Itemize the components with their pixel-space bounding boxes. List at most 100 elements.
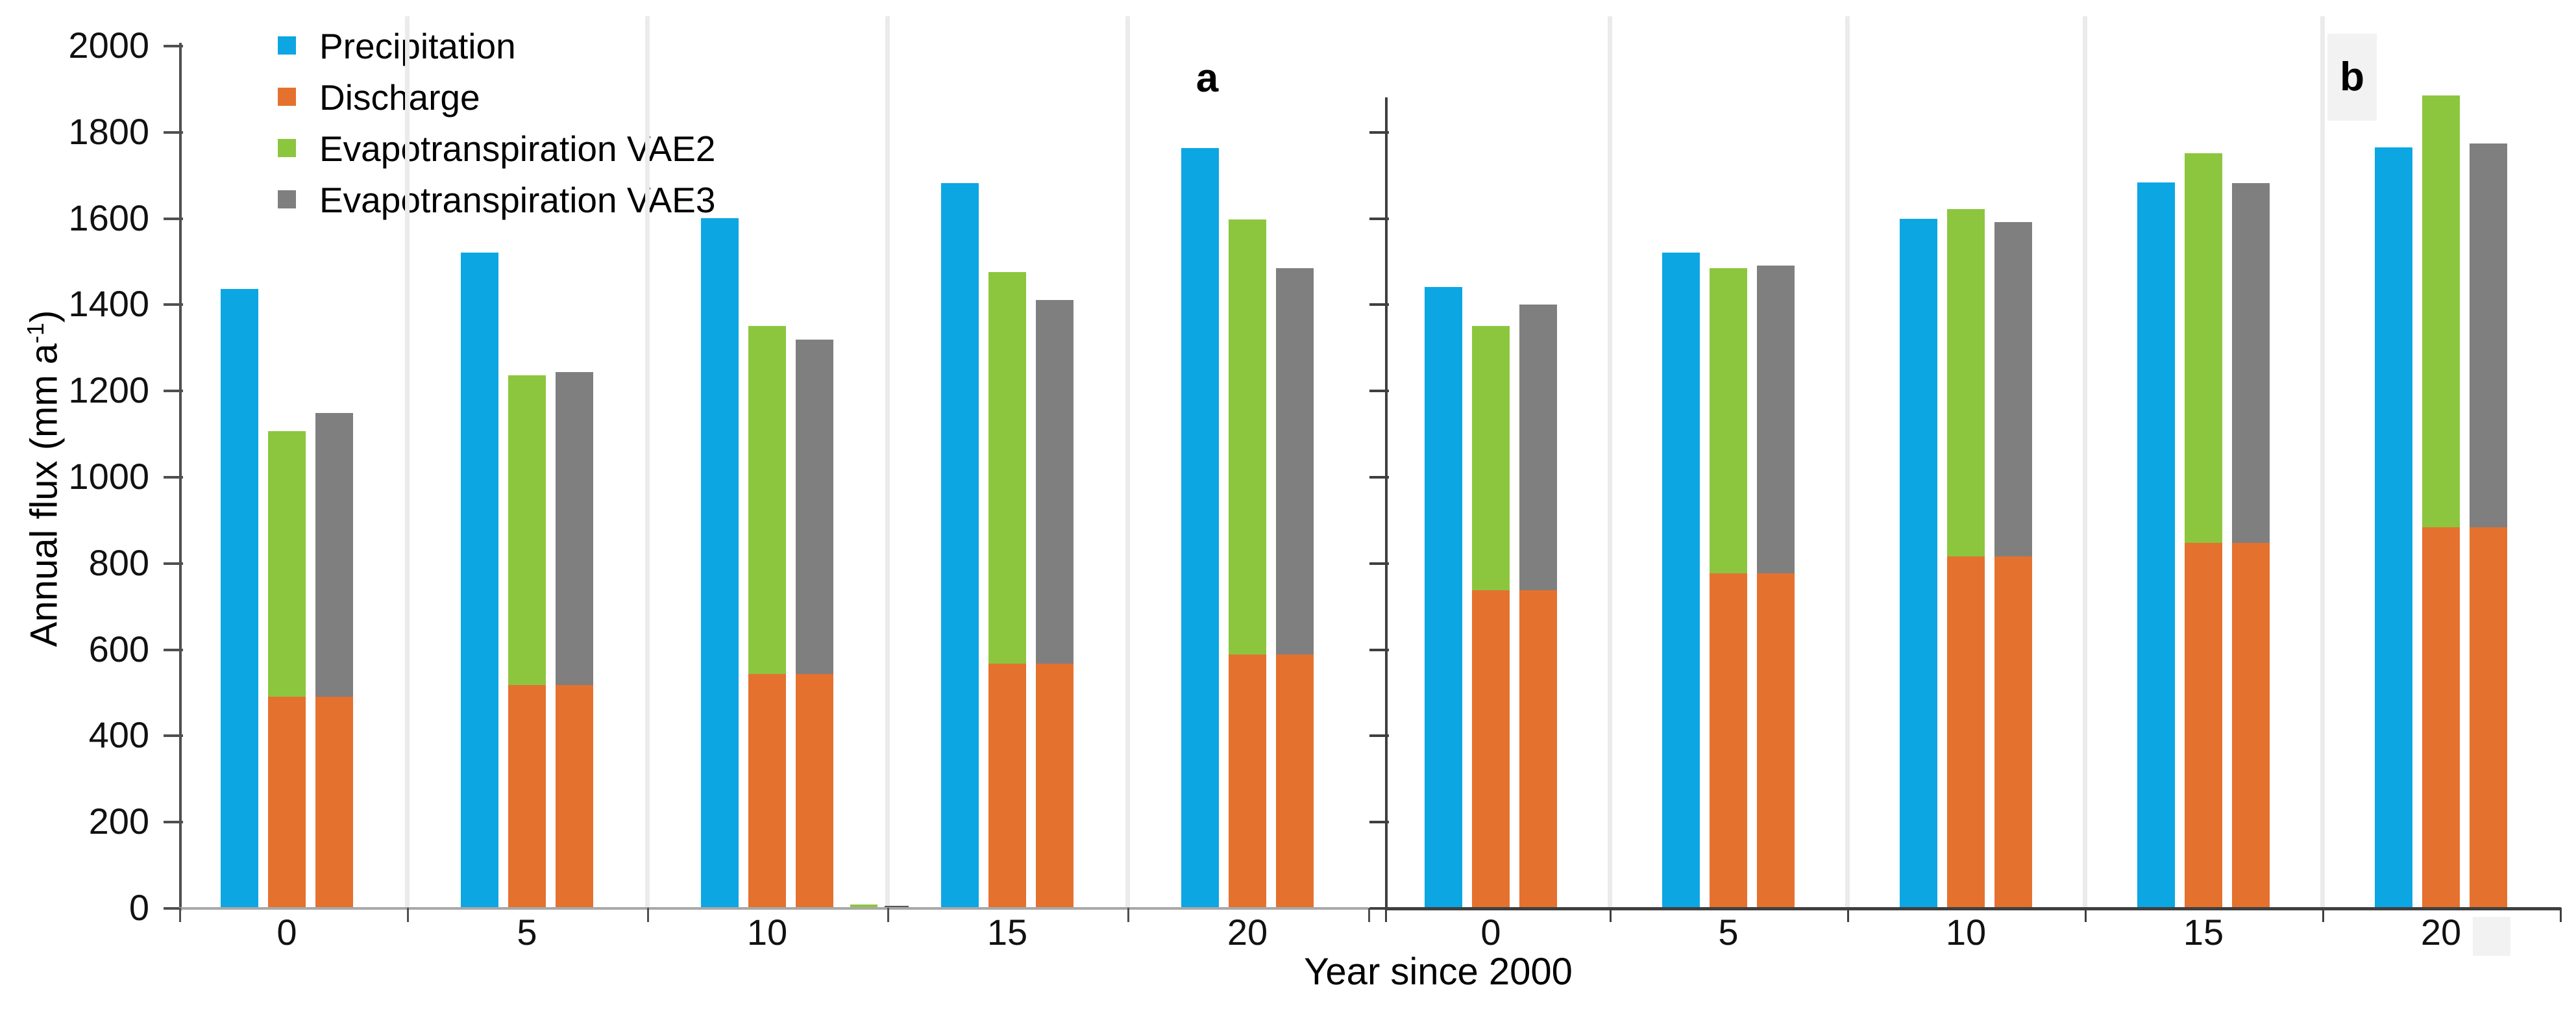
legend-label: Evapotranspiration VAE3 (319, 180, 716, 220)
x-axis-line (179, 907, 1368, 910)
precipitation-bar (461, 252, 498, 908)
precipitation-bar (2137, 182, 2175, 908)
y-axis-tick (164, 821, 183, 824)
x-axis-category-label: 15 (2183, 912, 2224, 953)
discharge-bar (1036, 663, 1073, 908)
discharge-bar (988, 663, 1026, 908)
x-axis-tick (2560, 908, 2562, 922)
evapotranspiration-vae2-bar (748, 325, 786, 675)
x-axis-tick (1847, 908, 1849, 922)
x-axis-tick (1127, 908, 1129, 922)
y-axis-tick (164, 303, 183, 306)
x-axis-category-label: 0 (1480, 912, 1501, 953)
x-axis-tick (1368, 908, 1370, 922)
legend-label: Precipitation (319, 26, 516, 66)
precipitation-bar (1900, 218, 1937, 908)
x-axis-title: Year since 2000 (1304, 951, 1573, 993)
section-divider (405, 16, 410, 908)
panel-b-label-box (2327, 34, 2377, 121)
precipitation-bar (701, 218, 739, 908)
evapotranspiration-vae2-bar (1947, 209, 1985, 556)
precipitation-bar (941, 183, 979, 908)
y-axis-tick (1369, 562, 1389, 565)
precipitation-bar (1662, 252, 1700, 908)
y-axis-line (1385, 97, 1388, 910)
panel-a-label: a (1196, 56, 1219, 101)
discharge-bar (2185, 542, 2222, 908)
y-axis-tick (164, 217, 183, 220)
x-axis-category-label: 10 (1945, 912, 1987, 953)
green-square-icon (278, 139, 296, 157)
y-axis-tick-label: 2000 (68, 25, 149, 66)
x-axis-category-label: 0 (276, 912, 297, 953)
precipitation-bar (2375, 147, 2412, 908)
section-divider (2320, 16, 2325, 908)
y-axis-title-superscript: -1 (22, 322, 49, 343)
artifact-vae2-sliver (850, 904, 877, 909)
x-axis-tick (887, 908, 889, 922)
section-divider (1845, 16, 1850, 908)
section-divider (1125, 16, 1130, 908)
x-axis-tick (2322, 908, 2324, 922)
x-axis-tick (2085, 908, 2087, 922)
y-axis-tick (1369, 907, 1389, 910)
evapotranspiration-vae2-bar (988, 271, 1026, 664)
discharge-bar (2470, 527, 2507, 908)
discharge-bar (508, 684, 546, 908)
y-axis-tick-label: 1400 (68, 283, 149, 325)
y-axis-tick (164, 390, 183, 393)
evapotranspiration-vae3-bar (796, 339, 833, 675)
section-divider (645, 16, 650, 908)
y-axis-tick-label: 200 (88, 801, 149, 842)
x-axis-tick (407, 908, 409, 922)
y-axis-tick (164, 734, 183, 738)
x-axis-category-label: 20 (2420, 912, 2462, 953)
y-axis-tick (164, 648, 183, 651)
y-axis-tick (164, 131, 183, 134)
gray-square-icon (278, 190, 296, 208)
evapotranspiration-vae2-bar (508, 375, 546, 685)
precipitation-bar (1425, 286, 1462, 908)
x-axis-category-label: 15 (987, 912, 1028, 953)
discharge-bar (1276, 654, 1314, 908)
y-axis-tick (164, 562, 183, 565)
y-axis-tick-label: 1800 (68, 110, 149, 152)
y-axis-tick (1369, 131, 1389, 134)
y-axis-tick (1369, 476, 1389, 479)
y-axis-tick (1369, 734, 1389, 738)
x-axis-line (1385, 907, 2561, 910)
section-divider (1608, 16, 1612, 908)
x-axis-tick (179, 908, 181, 922)
x-axis-tick (1610, 908, 1612, 922)
evapotranspiration-vae3-bar (556, 372, 593, 685)
evapotranspiration-vae3-bar (2470, 143, 2507, 528)
evapotranspiration-vae2-bar (2422, 95, 2460, 528)
blue-square-icon (278, 36, 296, 55)
discharge-bar (2422, 527, 2460, 908)
y-axis-tick-label: 0 (129, 887, 149, 928)
y-axis-tick-label: 800 (88, 542, 149, 583)
y-axis-tick (164, 45, 183, 47)
discharge-bar (1229, 654, 1266, 908)
discharge-bar (748, 674, 786, 908)
discharge-bar (796, 674, 833, 908)
legend-label: Evapotranspiration VAE2 (319, 129, 716, 169)
y-axis-tick (1369, 648, 1389, 651)
orange-square-icon (278, 88, 296, 106)
evapotranspiration-vae2-bar (2185, 153, 2222, 543)
evapotranspiration-vae3-bar (1276, 268, 1314, 655)
precipitation-bar (1181, 148, 1219, 908)
panel-b-label: b (2340, 55, 2364, 99)
x-axis-tick (1385, 908, 1387, 922)
y-axis-tick-label: 1200 (68, 369, 149, 411)
discharge-bar (1519, 590, 1557, 908)
y-axis-tick (1369, 217, 1389, 220)
y-axis-tick (1369, 390, 1389, 393)
y-axis-tick (164, 476, 183, 479)
y-axis-tick-label: 1600 (68, 197, 149, 238)
discharge-bar (268, 696, 306, 908)
discharge-bar (2232, 542, 2270, 908)
evapotranspiration-vae3-bar (1036, 300, 1073, 664)
x-axis-category-label: 20 (1227, 912, 1268, 953)
